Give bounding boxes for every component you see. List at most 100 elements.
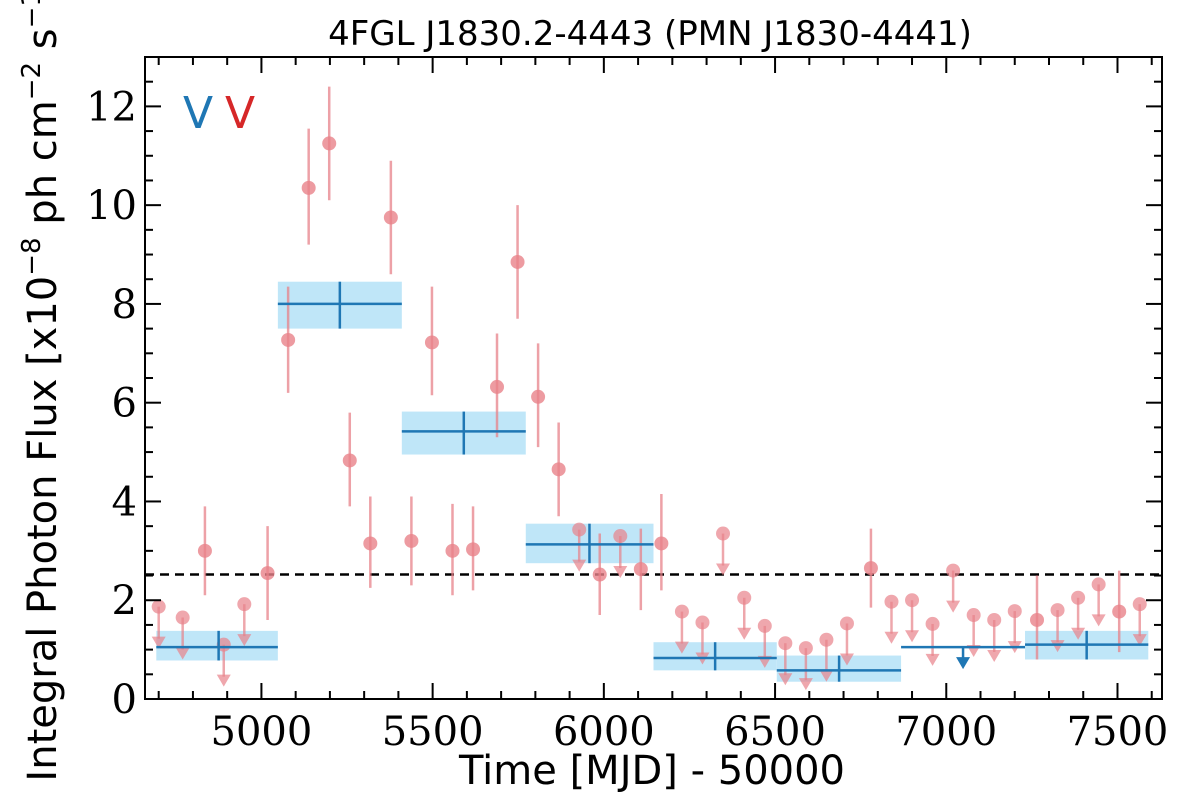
y-axis-label-exp3: −1 (17, 0, 47, 28)
upper-limit-arrowhead (884, 631, 899, 644)
x-tick-label: 5500 (382, 709, 484, 755)
upper-limit-arrowhead (1071, 627, 1086, 640)
detection-point (592, 567, 607, 582)
detection-point (633, 562, 648, 577)
upper-limit-point (884, 594, 899, 609)
y-axis-label-exp2: −2 (17, 62, 47, 100)
upper-limit-arrowhead (737, 627, 752, 640)
y-tick-label: 6 (112, 381, 137, 427)
upper-limit-point (798, 641, 813, 656)
upper-limit-point (1091, 577, 1106, 592)
upper-limit-point (151, 599, 166, 614)
detection-point (322, 136, 337, 151)
detection-point (1030, 612, 1045, 627)
plot-frame (144, 56, 1163, 700)
upper-limit-arrowhead (819, 669, 834, 682)
y-axis-label-mid: ph cm (20, 100, 66, 237)
y-axis-label-exp1: −8 (17, 237, 47, 275)
x-tick-label: 7500 (1067, 709, 1169, 755)
upper-limit-point (175, 610, 190, 625)
upper-limit-arrowhead (946, 600, 961, 613)
upper-limit-point (613, 529, 628, 544)
detection-point (363, 536, 378, 551)
upper-limit-point (946, 563, 961, 578)
upper-limit-point (1007, 604, 1022, 619)
upper-limit-arrowhead (905, 630, 920, 643)
upper-limit-point (237, 597, 252, 612)
upper-limit-point (987, 612, 1002, 627)
axis-ticks (145, 56, 1162, 700)
upper-limit-arrowhead (572, 559, 587, 572)
y-tick-label: 0 (112, 677, 137, 723)
upper-limit-point (905, 593, 920, 608)
upper-limit-arrowhead (1050, 640, 1065, 653)
upper-limit-arrowhead (716, 563, 731, 576)
detection-point (260, 566, 275, 581)
upper-limit-arrowhead (925, 653, 940, 666)
detection-point (342, 453, 357, 468)
upper-limit-arrowhead (987, 649, 1002, 662)
upper-limit-arrowhead (1091, 614, 1106, 627)
detection-point (531, 389, 546, 404)
x-tick-labels: 5000 5500 6000 6500 7000 7500 (211, 709, 1169, 755)
upper-limit-point (695, 615, 710, 630)
y-axis-label: Integral Photon Flux [x10−8 ph cm−2 s−1] (17, 0, 66, 782)
legend: V V (183, 88, 255, 139)
upper-limit-arrowhead (1132, 634, 1147, 647)
upper-limit-point (778, 636, 793, 651)
x-tick-label: 7000 (895, 709, 997, 755)
x-tick-label: 5000 (211, 709, 313, 755)
upper-limit-point (925, 616, 940, 631)
upper-limit-arrowhead (175, 647, 190, 660)
upper-limit-point (1132, 597, 1147, 612)
coarse-upper-limit-arrowhead (956, 657, 971, 670)
detection-point (654, 536, 669, 551)
upper-limit-point (966, 608, 981, 623)
fine-bin-series (151, 86, 1147, 691)
x-tick-label: 6000 (553, 709, 655, 755)
detection-point (301, 180, 316, 195)
upper-limit-point (819, 632, 834, 647)
legend-v-red: V (225, 88, 255, 139)
upper-limit-point (839, 616, 854, 631)
upper-limit-point (1071, 590, 1086, 605)
detection-point (1112, 604, 1127, 619)
detection-point (445, 543, 460, 558)
y-tick-labels: 0 2 4 6 8 10 12 (86, 84, 137, 723)
y-axis-label-mid2: s (20, 28, 66, 62)
upper-limit-point (674, 604, 689, 619)
upper-limit-arrowhead (613, 566, 628, 579)
upper-limit-arrowhead (839, 653, 854, 666)
detection-point (551, 462, 566, 477)
legend-v-blue: V (183, 88, 213, 139)
y-tick-label: 12 (86, 84, 137, 130)
upper-limit-point (737, 590, 752, 605)
detection-point (281, 332, 296, 347)
detection-point (424, 335, 439, 350)
chart-title: 4FGL J1830.2-4443 (PMN J1830-4441) (328, 14, 972, 54)
upper-limit-arrowhead (151, 636, 166, 649)
y-tick-label: 4 (112, 479, 137, 525)
upper-limit-arrowhead (216, 674, 231, 687)
detection-point (197, 543, 212, 558)
upper-limit-arrowhead (798, 678, 813, 691)
detection-point (404, 533, 419, 548)
upper-limit-point (572, 522, 587, 537)
y-tick-label: 2 (112, 578, 137, 624)
detection-point (383, 210, 398, 225)
upper-limit-point (757, 618, 772, 633)
detection-point (510, 254, 525, 269)
detection-point (466, 542, 481, 557)
coarse-bin-series (156, 281, 1149, 682)
detection-point (863, 561, 878, 576)
upper-limit-arrowhead (674, 641, 689, 654)
upper-limit-point (1050, 603, 1065, 618)
upper-limit-point (716, 526, 731, 541)
upper-limit-arrowhead (237, 634, 252, 647)
x-tick-label: 6500 (724, 709, 826, 755)
x-axis-label: Time [MJD] - 50000 (458, 748, 845, 794)
y-tick-label: 8 (112, 282, 137, 328)
upper-limit-arrowhead (778, 673, 793, 686)
detection-point (490, 379, 505, 394)
